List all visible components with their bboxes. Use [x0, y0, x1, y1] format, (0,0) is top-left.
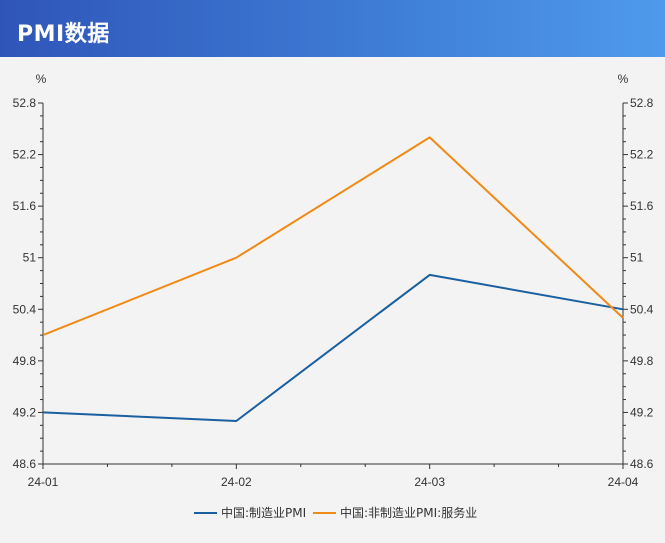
header-bar: PMI数据 [0, 0, 665, 57]
right-y-tick-label: 49.8 [630, 354, 654, 368]
right-y-tick-label: 51.6 [630, 199, 654, 213]
left-y-tick-label: 50.4 [13, 302, 37, 316]
left-y-unit-label: % [36, 72, 47, 86]
series-lines [42, 136, 624, 422]
left-y-tick-label: 48.6 [13, 457, 37, 471]
left-y-tick-label: 52.8 [13, 96, 37, 110]
left-y-tick-label: 49.8 [13, 354, 37, 368]
right-y-axis-ticks: 52.8 52.2 51.6 51 50.4 49.8 49.2 48.6 [623, 96, 654, 471]
left-y-tick-label: 51.6 [13, 199, 37, 213]
right-y-tick-label: 50.4 [630, 302, 654, 316]
x-tick-label: 24-02 [221, 475, 252, 489]
right-y-tick-label: 52.2 [630, 148, 654, 162]
right-y-tick-label: 52.8 [630, 96, 654, 110]
left-y-tick-label: 49.2 [13, 405, 37, 419]
page-title: PMI数据 [17, 22, 110, 47]
right-y-tick-label: 51 [630, 251, 644, 265]
legend: 中国:制造业PMI 中国:非制造业PMI:服务业 [194, 505, 477, 520]
legend-label: 中国:非制造业PMI:服务业 [340, 505, 477, 520]
right-y-tick-label: 48.6 [630, 457, 654, 471]
axes: %% [36, 72, 629, 465]
left-y-axis-ticks: 52.8 52.2 51.6 51 50.4 49.8 49.2 48.6 [13, 96, 43, 471]
left-y-tick-label: 52.2 [13, 148, 37, 162]
right-y-unit-label: % [618, 72, 629, 86]
right-y-tick-label: 49.2 [630, 405, 654, 419]
series-line-manufacturing-pmi [42, 273, 624, 422]
x-tick-label: 24-01 [28, 475, 59, 489]
series-line-services-pmi [42, 136, 624, 337]
x-tick-label: 24-03 [414, 475, 445, 489]
x-tick-label: 24-04 [608, 475, 639, 489]
left-y-tick-label: 51 [23, 251, 37, 265]
legend-label: 中国:制造业PMI [221, 505, 306, 520]
x-axis-ticks: 24-01 24-02 24-03 24-04 [28, 464, 639, 489]
